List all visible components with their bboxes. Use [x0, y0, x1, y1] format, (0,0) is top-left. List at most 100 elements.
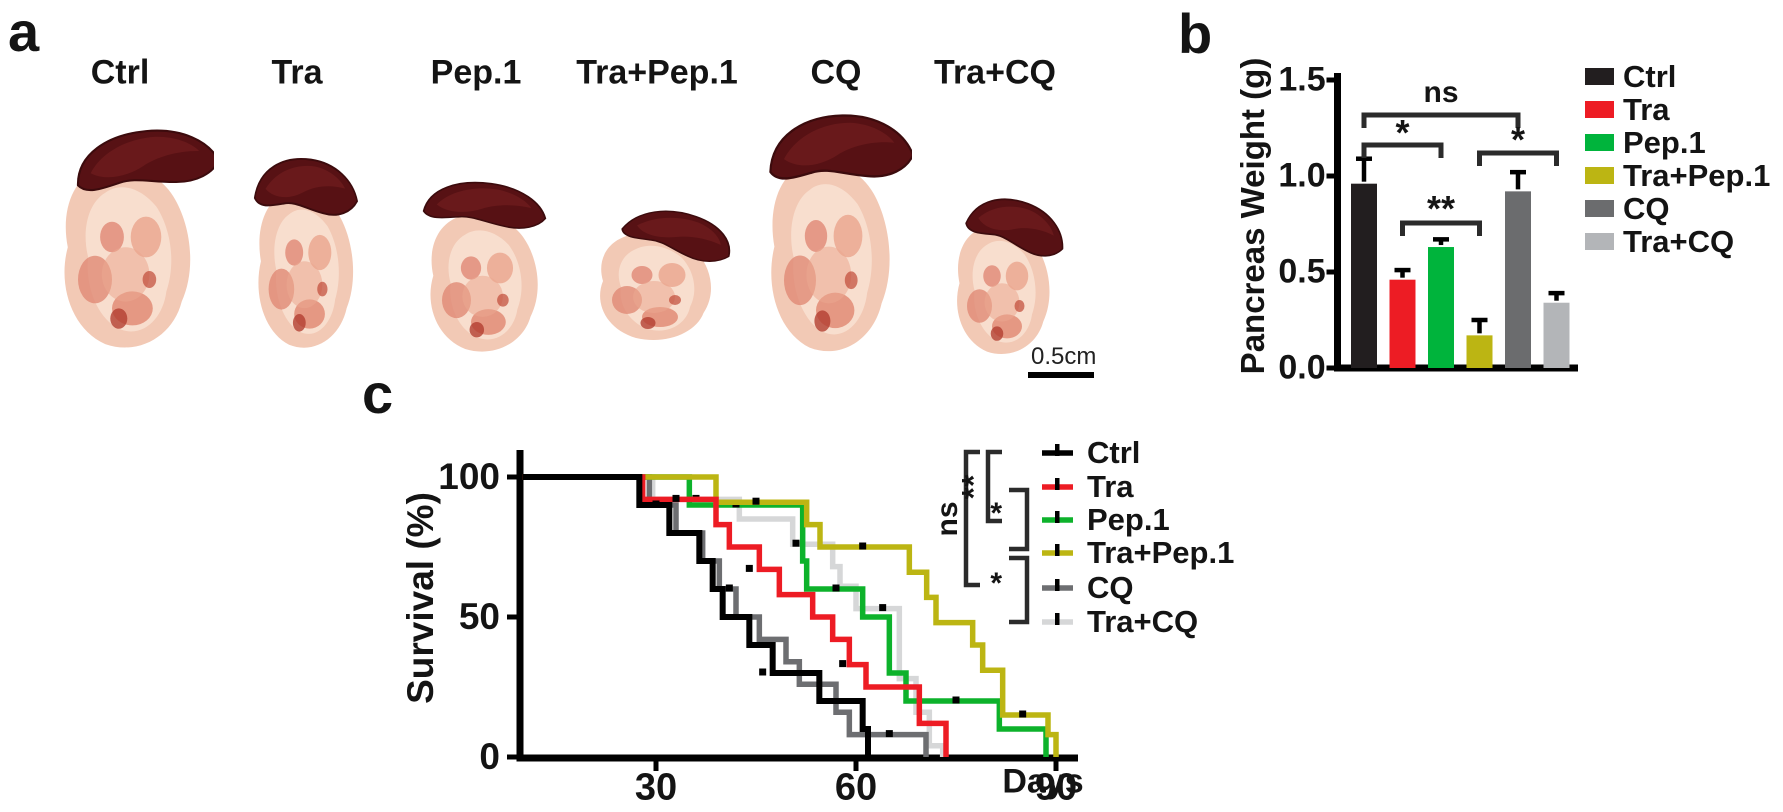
c-ytick-100: 100: [438, 456, 500, 497]
specimen-label-pep.1: Pep.1: [430, 53, 522, 92]
b-sig-bracket: [1477, 150, 1559, 166]
b-legend-swatch-Tra+CQ: [1585, 233, 1614, 250]
c-sig-label: ns: [931, 500, 964, 537]
specimen-photo-tra: [253, 158, 358, 348]
specimen-photo-tra+pep.1: [600, 210, 731, 341]
pancreas-weight-axis-title: Pancreas Weight (g): [1234, 57, 1271, 375]
specimen-label-cq: CQ: [810, 53, 862, 92]
c-legend-censor-tick: [1055, 511, 1060, 523]
survival-curve-Pep.1: [522, 474, 1049, 757]
spleen-shape: [422, 181, 547, 229]
censor-mark: [952, 696, 960, 704]
censor-mark: [745, 564, 753, 572]
survival-chart: [507, 444, 1078, 771]
spleen-shape: [769, 114, 912, 180]
b-legend-label-Pep.1: Pep.1: [1623, 125, 1706, 160]
censor-mark: [885, 730, 893, 738]
panel-c-letter: c: [362, 362, 394, 425]
b-sig-bracket: [1361, 112, 1521, 128]
c-sig-bracket: [985, 449, 1002, 524]
c-legend-label-CQ: CQ: [1087, 570, 1134, 605]
censor-mark: [752, 497, 760, 505]
c-legend-label-Tra+Pep.1: Tra+Pep.1: [1087, 535, 1235, 570]
bar-Tra+CQ: [1543, 302, 1570, 368]
c-legend-censor-tick: [1055, 444, 1060, 456]
c-sig-bracket: [963, 449, 980, 588]
c-xtick-90: 90: [1034, 766, 1078, 809]
b-legend-label-Tra: Tra: [1623, 92, 1670, 127]
survival-curve-Tra+Pep.1: [522, 474, 1059, 757]
censor-mark: [725, 584, 733, 592]
b-ytick-1.5: 1.5: [1278, 60, 1326, 99]
censor-mark: [839, 660, 847, 668]
spleen-shape: [253, 158, 358, 216]
pancreas-weight-chart: [1326, 68, 1614, 372]
c-xtick-30: 30: [634, 766, 678, 809]
c-legend-label-Tra+CQ: Tra+CQ: [1087, 604, 1199, 639]
b-sig-label: *: [1510, 119, 1526, 160]
survival-curve-CQ: [522, 474, 929, 757]
spleen-shape: [965, 198, 1064, 257]
b-legend-swatch-Ctrl: [1585, 68, 1614, 85]
censor-mark: [879, 604, 887, 612]
censor-mark: [859, 542, 867, 550]
c-legend-censor-tick: [1055, 579, 1060, 591]
censor-mark: [672, 494, 680, 502]
b-legend-swatch-CQ: [1585, 200, 1614, 217]
b-legend-label-Ctrl: Ctrl: [1623, 59, 1677, 94]
b-ytick-0.0: 0.0: [1278, 348, 1326, 387]
b-sig-bracket: [1361, 142, 1444, 158]
spleen-shape: [76, 129, 214, 192]
b-sig-label: ns: [1423, 76, 1459, 109]
b-ytick-0.5: 0.5: [1278, 252, 1326, 291]
c-legend-censor-tick: [1055, 544, 1060, 556]
censor-mark: [652, 500, 660, 508]
censor-mark: [759, 668, 767, 676]
panel-a-letter: a: [8, 0, 40, 63]
c-ytick-50: 50: [458, 596, 500, 637]
c-legend-censor-tick: [1055, 478, 1060, 490]
specimen-label-tra: Tra: [271, 53, 323, 92]
c-sig-label: *: [990, 496, 1002, 530]
specimen-photo-tra+cq: [957, 198, 1064, 355]
survival-curve-Tra: [522, 474, 949, 757]
panel-b-letter: b: [1178, 2, 1213, 65]
bar-Tra+Pep.1: [1466, 335, 1493, 368]
b-legend-label-CQ: CQ: [1623, 191, 1670, 226]
specimen-label-ctrl: Ctrl: [90, 53, 150, 92]
censor-mark: [792, 539, 800, 547]
c-legend-label-Pep.1: Pep.1: [1087, 502, 1170, 537]
survival-curve-Ctrl: [522, 474, 871, 757]
scale-bar-label: 0.5cm: [1031, 343, 1097, 370]
c-legend-censor-tick: [1055, 613, 1060, 625]
b-legend-label-Tra+CQ: Tra+CQ: [1623, 224, 1735, 259]
scale-bar: [1028, 372, 1094, 378]
specimen-photo-pep.1: [422, 181, 547, 352]
specimen-label-tra+pep.1: Tra+Pep.1: [576, 53, 738, 92]
specimen-photo-cq: [769, 114, 912, 352]
b-sig-bracket: [1400, 220, 1482, 236]
c-sig-label: **: [955, 474, 992, 499]
c-sig-bracket: [1009, 555, 1030, 625]
specimen-label-tra+cq: Tra+CQ: [934, 53, 1056, 92]
bar-Tra: [1389, 279, 1416, 368]
c-ytick-0: 0: [479, 736, 500, 777]
b-ytick-1.0: 1.0: [1278, 156, 1326, 195]
b-legend-label-Tra+Pep.1: Tra+Pep.1: [1623, 158, 1771, 193]
censor-mark: [1019, 710, 1027, 718]
bar-Ctrl: [1351, 183, 1377, 368]
days-axis-title: Days: [1002, 762, 1084, 801]
b-sig-label: *: [1395, 112, 1410, 153]
survival-axis-title: Survival (%): [400, 492, 441, 704]
c-legend-label-Ctrl: Ctrl: [1087, 435, 1141, 470]
spleen-shape: [621, 210, 731, 262]
specimen-photo-ctrl: [64, 129, 214, 348]
censor-mark: [832, 584, 840, 592]
b-legend-swatch-Tra: [1585, 101, 1614, 118]
bar-Pep.1: [1428, 247, 1454, 368]
c-xtick-60: 60: [834, 766, 878, 809]
b-legend-swatch-Tra+Pep.1: [1585, 167, 1614, 184]
c-sig-bracket: [1009, 487, 1030, 552]
